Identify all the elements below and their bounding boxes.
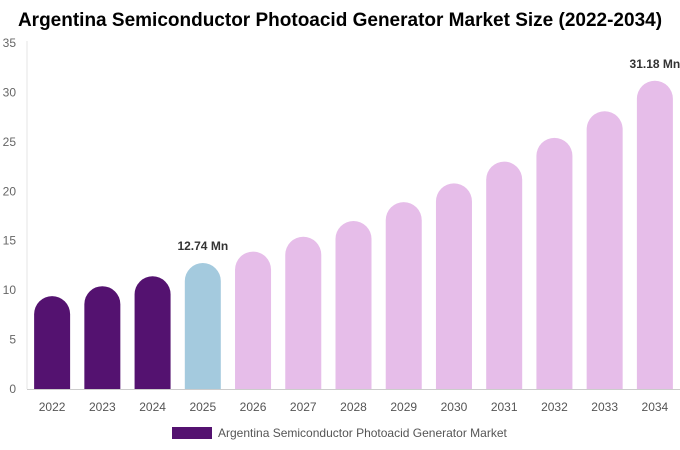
- bar-2027: [285, 236, 322, 389]
- y-tick-label: 0: [9, 382, 16, 396]
- bar-2034: [636, 80, 673, 389]
- legend: Argentina Semiconductor Photoacid Genera…: [172, 425, 507, 441]
- data-label-2034: 31.18 Mn: [630, 57, 680, 71]
- y-tick-label: 30: [3, 85, 17, 99]
- bar-2032: [536, 137, 573, 389]
- x-tick-label: 2028: [340, 400, 367, 414]
- data-label-2025: 12.74 Mn: [177, 239, 228, 253]
- data-labels: 12.74 Mn 31.18 Mn: [177, 57, 680, 253]
- x-tick-label: 2025: [189, 400, 216, 414]
- bar-2028: [335, 220, 372, 389]
- legend-swatch: [172, 427, 212, 439]
- y-tick-label: 25: [3, 135, 17, 149]
- x-tick-label: 2032: [541, 400, 568, 414]
- bars: [34, 80, 673, 389]
- bar-2030: [435, 183, 472, 389]
- bar-2033: [586, 111, 623, 389]
- bar-2024: [134, 276, 171, 389]
- x-tick-label: 2030: [441, 400, 468, 414]
- y-tick-label: 20: [3, 184, 17, 198]
- y-tick-label: 10: [3, 283, 17, 297]
- x-tick-label: 2031: [491, 400, 518, 414]
- x-tick-label: 2023: [89, 400, 116, 414]
- x-tick-label: 2029: [390, 400, 417, 414]
- chart-title: Argentina Semiconductor Photoacid Genera…: [17, 10, 663, 31]
- bar-2029: [385, 202, 422, 389]
- x-tick-label: 2022: [39, 400, 66, 414]
- y-tick-label: 5: [9, 333, 16, 347]
- x-tick-label: 2026: [240, 400, 267, 414]
- y-tick-label: 35: [3, 36, 17, 50]
- x-axis: 2022 2023 2024 2025 2026 2027 2028 2029 2030 2031…: [27, 389, 680, 414]
- bar-2031: [486, 161, 523, 389]
- y-tick-label: 15: [3, 234, 17, 248]
- y-axis: 0 5 10 15 20 25 30 35: [3, 36, 28, 396]
- bar-2026: [235, 251, 272, 389]
- bar-2022: [34, 296, 71, 389]
- bar-2023: [84, 286, 121, 389]
- legend-label: Argentina Semiconductor Photoacid Genera…: [218, 426, 507, 440]
- x-tick-label: 2033: [591, 400, 618, 414]
- bar-2025: [184, 263, 221, 389]
- x-tick-label: 2034: [642, 400, 669, 414]
- x-tick-label: 2027: [290, 400, 317, 414]
- x-tick-label: 2024: [139, 400, 166, 414]
